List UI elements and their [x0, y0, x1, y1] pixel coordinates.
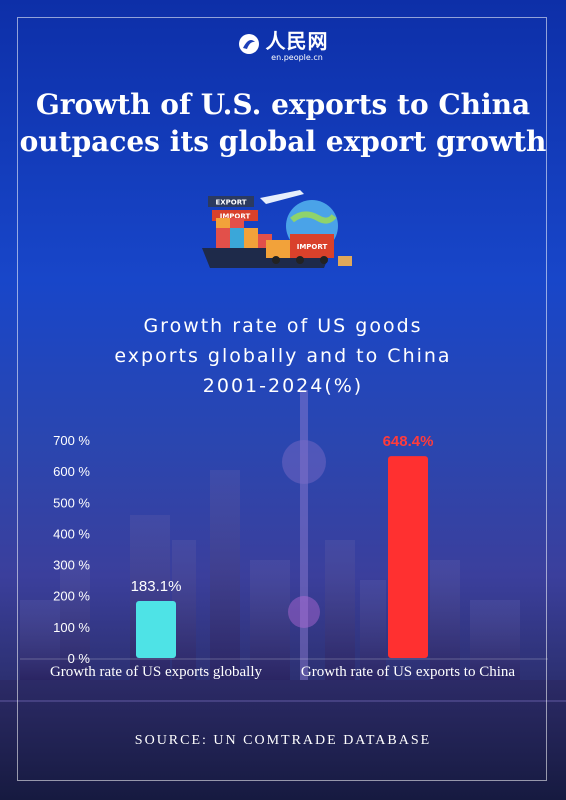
airplane-icon	[260, 190, 304, 204]
y-tick-label: 100 %	[53, 620, 90, 635]
truck-sign-label: IMPORT	[297, 243, 328, 251]
truck-container	[290, 234, 334, 258]
chart-title-line-2: exports globally and to China	[114, 345, 452, 367]
export-sign	[208, 196, 254, 207]
bar	[136, 600, 176, 658]
category-label: Growth rate of US exports to China	[301, 664, 515, 680]
chart-title: Growth rate of US goods exports globally…	[0, 311, 566, 401]
truck-cab	[266, 240, 290, 258]
logo-name: 人民网	[265, 29, 329, 53]
chart-title-line-1: Growth rate of US goods	[143, 315, 423, 337]
people-daily-logo-icon	[238, 33, 259, 54]
bar	[388, 456, 428, 658]
y-tick-label: 200 %	[53, 589, 90, 604]
bar-value-label: 183.1%	[131, 578, 182, 595]
import-sign-label: IMPORT	[220, 213, 251, 221]
y-tick-label: 0 %	[68, 651, 91, 666]
import-sign	[212, 210, 258, 221]
trade-illustration: EXPORT IMPORT IMPORT	[202, 190, 352, 268]
category-label: Growth rate of US exports globally	[50, 664, 263, 680]
source-note: SOURCE: UN COMTRADE DATABASE	[134, 733, 432, 748]
box-icon	[338, 256, 352, 266]
y-tick-label: 500 %	[53, 495, 90, 510]
headline-line-2: outpaces its global export growth	[19, 125, 547, 158]
logo: 人民网 en.people.cn	[0, 25, 566, 62]
y-tick-label: 300 %	[53, 558, 90, 573]
logo-url: en.people.cn	[271, 53, 323, 62]
y-tick-label: 400 %	[53, 526, 90, 541]
y-tick-label: 700 %	[53, 433, 90, 448]
export-sign-label: EXPORT	[215, 199, 246, 207]
chart-title-line-3: 2001-2024(%)	[202, 375, 364, 397]
headline: Growth of U.S. exports to China outpaces…	[0, 86, 566, 160]
bar-value-label: 648.4%	[383, 433, 434, 450]
page-border-frame	[17, 17, 547, 781]
y-tick-label: 600 %	[53, 464, 90, 479]
headline-line-1: Growth of U.S. exports to China	[35, 88, 531, 121]
